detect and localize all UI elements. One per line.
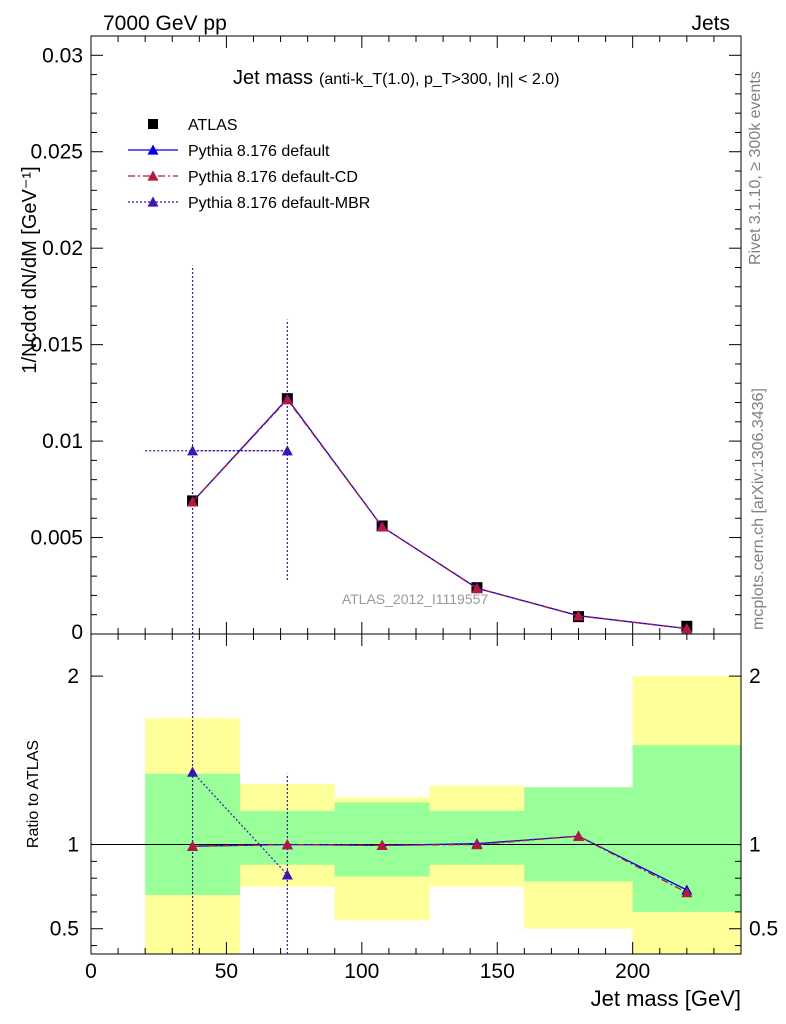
- cd-marker: [187, 496, 199, 507]
- x-axis-label: Jet mass [GeV]: [591, 986, 741, 1011]
- header-left: 7000 GeV pp: [103, 12, 227, 35]
- ratio-x-tick-label: 50: [215, 960, 238, 983]
- mbr-marker: [187, 445, 199, 456]
- cd-marker: [681, 622, 693, 634]
- main-y-tick-label: 0.005: [30, 527, 83, 550]
- main-y-zero-label: 0: [71, 621, 83, 644]
- ratio-x-tick-label: 200: [615, 960, 650, 983]
- main-title: Jet mass (anti-k_T(1.0), p_T>300, |η| < 2…: [233, 67, 559, 89]
- uncertainty-band-inner: [334, 802, 430, 877]
- main-y-tick-label: 0.025: [30, 141, 83, 164]
- cd-marker: [471, 582, 483, 593]
- main-panel: 0.005 0.01 0.015 0.02 0.025 0.03 0 1/Ncdot dN/d…: [19, 35, 742, 644]
- cd-marker: [376, 521, 388, 532]
- main-y-tick-label: 0.01: [42, 430, 83, 453]
- ratio-y-tick-label-right: 0.5: [749, 918, 778, 941]
- legend-label: Pythia 8.176 default-MBR: [188, 195, 370, 212]
- legend-marker: [147, 170, 159, 181]
- ratio-y-tick-label-right: 2: [749, 665, 761, 688]
- cd-series-line: [192, 398, 687, 630]
- legend-marker: [147, 196, 159, 207]
- mbr-ratio-marker: [281, 869, 293, 880]
- ratio-y-tick-label-right: 1: [749, 834, 761, 857]
- ratio-x-tick-label: 0: [85, 960, 97, 983]
- mbr-ratio-line: [192, 771, 288, 876]
- mbr-ratio-marker: [187, 766, 199, 777]
- cd-ratio-marker: [376, 839, 388, 851]
- ratio-y-tick-label-left: 1: [67, 834, 79, 857]
- rivet-label: Rivet 3.1.10, ≥ 300k events: [747, 71, 764, 265]
- analysis-watermark: ATLAS_2012_I1119557: [342, 591, 489, 607]
- ratio-y-axis-label: Ratio to ATLAS: [25, 740, 42, 848]
- main-y-tick-label: 0.02: [42, 237, 83, 260]
- cd-ratio-marker: [187, 840, 199, 851]
- cd-ratio-marker: [681, 887, 693, 898]
- ratio-y-tick-label-left: 2: [67, 665, 79, 688]
- mbr-marker: [281, 445, 293, 456]
- ratio-y-tick-label-left: 0.5: [50, 918, 79, 941]
- legend-marker-atlas: [148, 119, 158, 129]
- header-right: Jets: [691, 12, 730, 35]
- ratio-x-tick-label: 100: [344, 960, 379, 983]
- main-title-sub: (anti-k_T(1.0), p_T>300, |η| < 2.0): [319, 71, 559, 88]
- cd-marker: [573, 610, 584, 621]
- cd-ratio-line: [192, 835, 688, 894]
- legend-label: ATLAS: [188, 117, 238, 134]
- cd-ratio-marker: [281, 839, 293, 850]
- uncertainty-band-inner: [429, 810, 525, 865]
- uncertainty-band-inner: [632, 745, 741, 912]
- main-y-axis-label: 1/Ncdot dN/dM [GeV⁻¹]: [19, 166, 41, 373]
- legend-label: Pythia 8.176 default-CD: [188, 169, 358, 186]
- cd-marker: [281, 394, 293, 405]
- main-y-tick-label: 0.015: [30, 334, 83, 357]
- main-title-text: Jet mass: [233, 67, 313, 89]
- cd-ratio-marker: [471, 839, 483, 850]
- legend-label: Pythia 8.176 default: [188, 143, 330, 160]
- mcplots-label: mcplots.cern.ch [arXiv:1306.3436]: [750, 388, 767, 630]
- legend-marker: [147, 144, 159, 155]
- main-y-tick-label: 0.03: [42, 44, 83, 67]
- ratio-panel: 0.5 0.5 1 1 2 2 0 50 100 150 200 Ratio to ATLAS Jet …: [25, 633, 778, 1011]
- cd-ratio-marker: [573, 830, 584, 841]
- ratio-x-tick-label: 150: [480, 960, 515, 983]
